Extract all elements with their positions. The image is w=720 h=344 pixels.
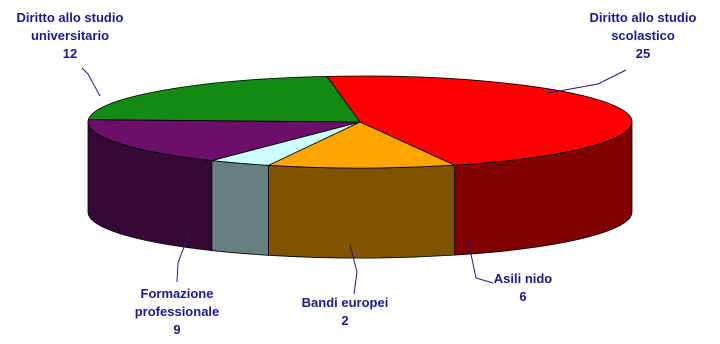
label-diritto-allo-studio-scolastico: Diritto allo studio scolastico 25	[590, 10, 697, 61]
pie-top	[87, 75, 633, 169]
leader-line-bandi-europei	[349, 244, 358, 295]
slice-labels: Diritto allo studio scolastico 25 Asili nid…	[17, 10, 697, 337]
label-text-line: scolastico	[611, 28, 675, 43]
leader-line-diritto-allo-studio-scolastico	[547, 69, 627, 94]
label-asili-nido: Asili nido 6	[494, 271, 553, 304]
label-text-line: universitario	[31, 28, 109, 43]
slice-side-asili-nido	[268, 164, 455, 259]
leader-line-diritto-allo-studio-universitario	[81, 67, 101, 97]
slice-formazione-professionale	[87, 119, 361, 161]
label-text-line: Diritto allo studio	[17, 10, 124, 25]
label-diritto-allo-studio-universitario: Diritto allo studio universitario 12	[17, 10, 124, 61]
label-bandi-europei: Bandi europei 2	[302, 295, 389, 328]
label-leader-lines	[81, 67, 627, 295]
label-text-line: Asili nido	[494, 271, 553, 286]
slice-diritto-allo-studio-scolastico	[326, 75, 633, 166]
label-value: 6	[519, 289, 526, 304]
label-formazione-professionale: Formazione professionale 9	[135, 286, 220, 337]
label-value: 25	[636, 46, 650, 61]
label-value: 2	[341, 313, 348, 328]
slice-diritto-allo-studio-universitario	[87, 75, 361, 123]
label-text-line: professionale	[135, 304, 220, 319]
slice-asili-nido	[268, 121, 455, 169]
label-text-line: Diritto allo studio	[590, 10, 697, 25]
label-value: 9	[173, 322, 180, 337]
label-text-line: Formazione	[141, 286, 214, 301]
label-text-line: Bandi europei	[302, 295, 389, 310]
slice-side-bandi-europei	[211, 160, 269, 256]
leader-line-asili-nido	[467, 239, 494, 284]
leader-line-formazione-professionale	[176, 235, 189, 283]
label-value: 12	[63, 46, 77, 61]
pie-sides	[87, 121, 633, 259]
